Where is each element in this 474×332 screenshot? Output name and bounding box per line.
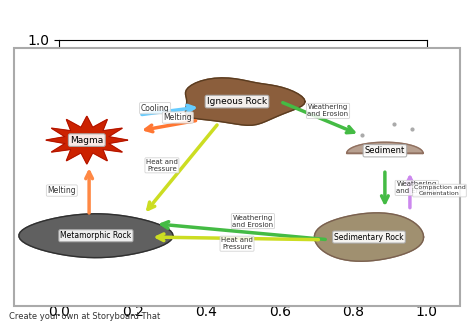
Text: Weathering
and Erosion: Weathering and Erosion	[308, 104, 348, 118]
Polygon shape	[19, 214, 173, 258]
Text: Create your own at Storyboard That: Create your own at Storyboard That	[9, 311, 161, 321]
FancyBboxPatch shape	[14, 48, 460, 306]
Text: Compaction and
Cementation: Compaction and Cementation	[414, 185, 465, 196]
Text: Cooling: Cooling	[141, 104, 170, 113]
Text: Heat and
Pressure: Heat and Pressure	[146, 159, 178, 172]
Text: The Rock Cycle: The Rock Cycle	[106, 6, 368, 38]
Text: Melting: Melting	[164, 113, 192, 122]
Text: Weathering
and Erosion: Weathering and Erosion	[232, 214, 273, 228]
Text: Heat and
Pressure: Heat and Pressure	[221, 237, 253, 250]
Polygon shape	[185, 78, 305, 125]
Text: Melting: Melting	[47, 186, 76, 195]
Polygon shape	[346, 142, 423, 153]
Text: Metamorphic Rock: Metamorphic Rock	[60, 231, 131, 240]
Text: Sedimentary Rock: Sedimentary Rock	[334, 232, 404, 242]
Text: Magma: Magma	[70, 135, 103, 145]
Polygon shape	[314, 213, 424, 261]
Polygon shape	[46, 116, 128, 164]
Text: Weathering
and Erosion: Weathering and Erosion	[396, 181, 438, 195]
Text: Igneous Rock: Igneous Rock	[207, 97, 267, 106]
Text: Sediment: Sediment	[365, 146, 405, 155]
